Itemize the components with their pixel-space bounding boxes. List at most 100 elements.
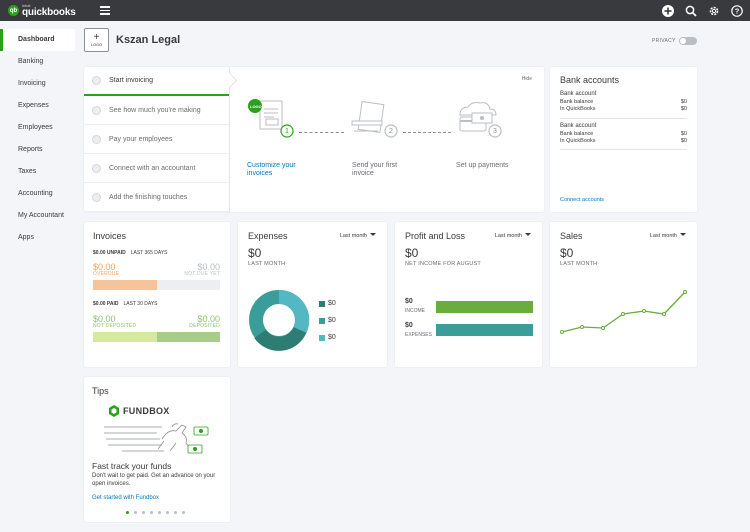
deposited-segment[interactable] bbox=[156, 332, 220, 342]
plus-circle-icon[interactable] bbox=[660, 3, 675, 18]
bank-account-name[interactable]: Bank account bbox=[560, 123, 597, 129]
income-label: INCOME bbox=[405, 308, 425, 314]
carousel-dot[interactable] bbox=[158, 511, 161, 514]
divider bbox=[560, 149, 687, 150]
period-label: Last month bbox=[339, 233, 367, 239]
sidebar-item-invoicing[interactable]: Invoicing bbox=[18, 80, 46, 87]
gear-icon[interactable] bbox=[706, 3, 721, 18]
fundbox-hex-icon bbox=[109, 405, 119, 417]
step-number-3: 3 bbox=[493, 128, 497, 135]
carousel-dot[interactable] bbox=[150, 511, 153, 514]
plus-icon: + bbox=[93, 32, 100, 43]
sales-line-chart[interactable] bbox=[558, 286, 690, 336]
not-deposited-segment[interactable] bbox=[93, 332, 157, 342]
caret-down-icon bbox=[370, 233, 376, 236]
step-number-2: 2 bbox=[389, 128, 393, 135]
carousel-dot[interactable] bbox=[142, 511, 145, 514]
logo-label: LOGO bbox=[90, 42, 103, 47]
hide-link[interactable]: Hide bbox=[521, 76, 532, 82]
send-invoice-illustration bbox=[350, 99, 402, 143]
carousel-dot[interactable] bbox=[182, 511, 185, 514]
profit-period-dropdown[interactable]: Last month bbox=[495, 233, 531, 239]
step-connector bbox=[299, 132, 344, 133]
invoice-illustration bbox=[246, 99, 298, 143]
legend-item[interactable]: $0 bbox=[319, 334, 336, 341]
in-quickbooks-value: $0 bbox=[680, 138, 687, 144]
overdue-segment[interactable] bbox=[93, 280, 157, 290]
income-amount: $0 bbox=[405, 298, 413, 305]
sidebar-item-dashboard[interactable]: Dashboard bbox=[0, 29, 75, 51]
sales-total: $0 bbox=[560, 246, 574, 260]
help-icon[interactable]: ? bbox=[729, 3, 744, 18]
legend-item[interactable]: $0 bbox=[319, 300, 336, 307]
expenses-period-dropdown[interactable]: Last month bbox=[340, 233, 376, 239]
bank-balance-label: Bank balance bbox=[560, 131, 594, 137]
tip-heading: Fast track your funds bbox=[92, 461, 172, 471]
setup-step[interactable]: Connect with an accountant bbox=[84, 154, 229, 183]
carousel-dot[interactable] bbox=[174, 511, 177, 514]
legend-swatch bbox=[319, 317, 325, 324]
expenses-title: Expenses bbox=[248, 231, 288, 241]
bank-balance-label: Bank balance bbox=[560, 99, 594, 105]
fundbox-logo: FUNDBOX bbox=[108, 405, 170, 417]
step-check-icon bbox=[92, 163, 101, 173]
top-bar: qb intuit quickbooks ? bbox=[0, 0, 750, 21]
in-quickbooks-label: In QuickBooks bbox=[560, 138, 596, 144]
brand-name: quickbooks bbox=[22, 6, 76, 18]
in-quickbooks-value: $0 bbox=[680, 106, 687, 112]
invoices-card: Invoices $0.00 UNPAID LAST 365 DAYS $0.00… bbox=[84, 222, 230, 367]
bank-balance-value: $0 bbox=[680, 99, 687, 105]
profit-loss-title: Profit and Loss bbox=[405, 231, 466, 241]
sales-card: Sales Last month $0 LAST MONTH bbox=[550, 222, 697, 367]
legend-item[interactable]: $0 bbox=[319, 317, 336, 324]
overdue-label: OVERDUE bbox=[93, 271, 120, 277]
privacy-toggle[interactable] bbox=[679, 37, 697, 45]
carousel-dot[interactable] bbox=[134, 511, 137, 514]
expenses-donut[interactable] bbox=[248, 289, 310, 351]
expenses-amount: $0 bbox=[405, 322, 413, 329]
caret-down-icon bbox=[680, 233, 686, 236]
quickbooks-logo[interactable]: qb intuit quickbooks bbox=[8, 3, 76, 18]
sidebar-item-employees[interactable]: Employees bbox=[18, 124, 53, 131]
sales-period-dropdown[interactable]: Last month bbox=[650, 233, 686, 239]
step-label: See how much you're making bbox=[109, 106, 201, 114]
menu-icon[interactable] bbox=[99, 6, 110, 15]
carousel-dot[interactable] bbox=[126, 511, 129, 514]
sidebar-item-my-accountant[interactable]: My Accountant bbox=[18, 212, 64, 219]
send-invoice-caption: Send your first invoice bbox=[352, 162, 398, 177]
deposited-amount: $0.00 bbox=[197, 314, 220, 324]
search-icon[interactable] bbox=[683, 3, 698, 18]
fundbox-link[interactable]: Get started with Fundbox bbox=[92, 495, 160, 501]
payments-illustration bbox=[454, 101, 506, 145]
setup-step[interactable]: See how much you're making bbox=[84, 96, 229, 125]
bank-balance-value: $0 bbox=[680, 131, 687, 137]
unpaid-bar[interactable] bbox=[93, 280, 220, 290]
setup-step[interactable]: Add the finishing touches bbox=[84, 183, 229, 212]
connect-accounts-link[interactable]: Connect accounts bbox=[560, 197, 605, 203]
net-income-subtitle: NET INCOME FOR AUGUST bbox=[405, 261, 481, 267]
sidebar-item-accounting[interactable]: Accounting bbox=[18, 190, 53, 197]
setup-step[interactable]: Start invoicing bbox=[84, 67, 229, 96]
setup-step[interactable]: Pay your employees bbox=[84, 125, 229, 154]
carousel-dot[interactable] bbox=[166, 511, 169, 514]
add-logo-button[interactable]: + LOGO bbox=[84, 28, 109, 52]
sidebar-item-taxes[interactable]: Taxes bbox=[18, 168, 37, 175]
profit-loss-card: Profit and Loss Last month $0 NET INCOME… bbox=[395, 222, 542, 367]
sidebar-item-banking[interactable]: Banking bbox=[18, 58, 44, 65]
sales-title: Sales bbox=[560, 231, 583, 241]
in-quickbooks-label: In QuickBooks bbox=[560, 106, 596, 112]
legend-value: $0 bbox=[328, 317, 336, 324]
sidebar-item-reports[interactable]: Reports bbox=[18, 146, 43, 153]
paid-bar[interactable] bbox=[93, 332, 220, 342]
sidebar-item-expenses[interactable]: Expenses bbox=[18, 102, 49, 109]
fundbox-name: FUNDBOX bbox=[123, 406, 170, 416]
expenses-bar[interactable] bbox=[436, 324, 533, 336]
sidebar-item-apps[interactable]: Apps bbox=[18, 234, 34, 241]
step-check-icon bbox=[92, 192, 101, 202]
step-label: Connect with an accountant bbox=[109, 164, 196, 172]
income-bar[interactable] bbox=[436, 301, 533, 313]
unpaid-period: LAST 365 DAYS bbox=[130, 250, 168, 256]
customize-invoices-link[interactable]: Customize your invoices bbox=[247, 162, 296, 177]
bank-account-name[interactable]: Bank account bbox=[560, 91, 597, 97]
unpaid-amount: $0.00 UNPAID bbox=[93, 250, 126, 256]
